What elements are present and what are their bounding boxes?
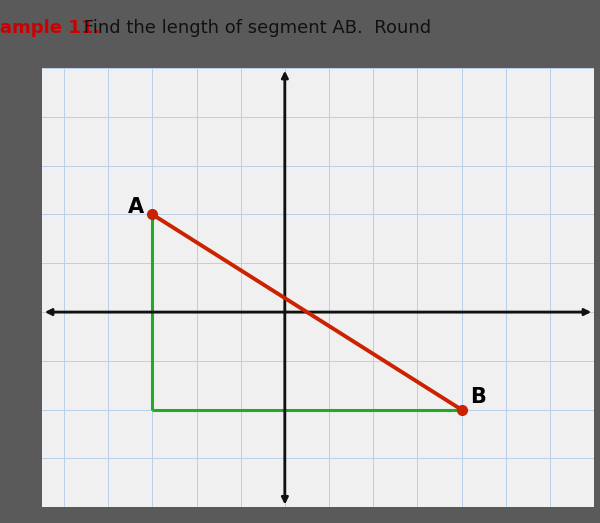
Text: Find the length of segment AB.  Round: Find the length of segment AB. Round [78, 19, 431, 37]
Text: A: A [128, 197, 144, 217]
Text: B: B [470, 388, 486, 407]
Text: ample 11.: ample 11. [0, 19, 100, 37]
